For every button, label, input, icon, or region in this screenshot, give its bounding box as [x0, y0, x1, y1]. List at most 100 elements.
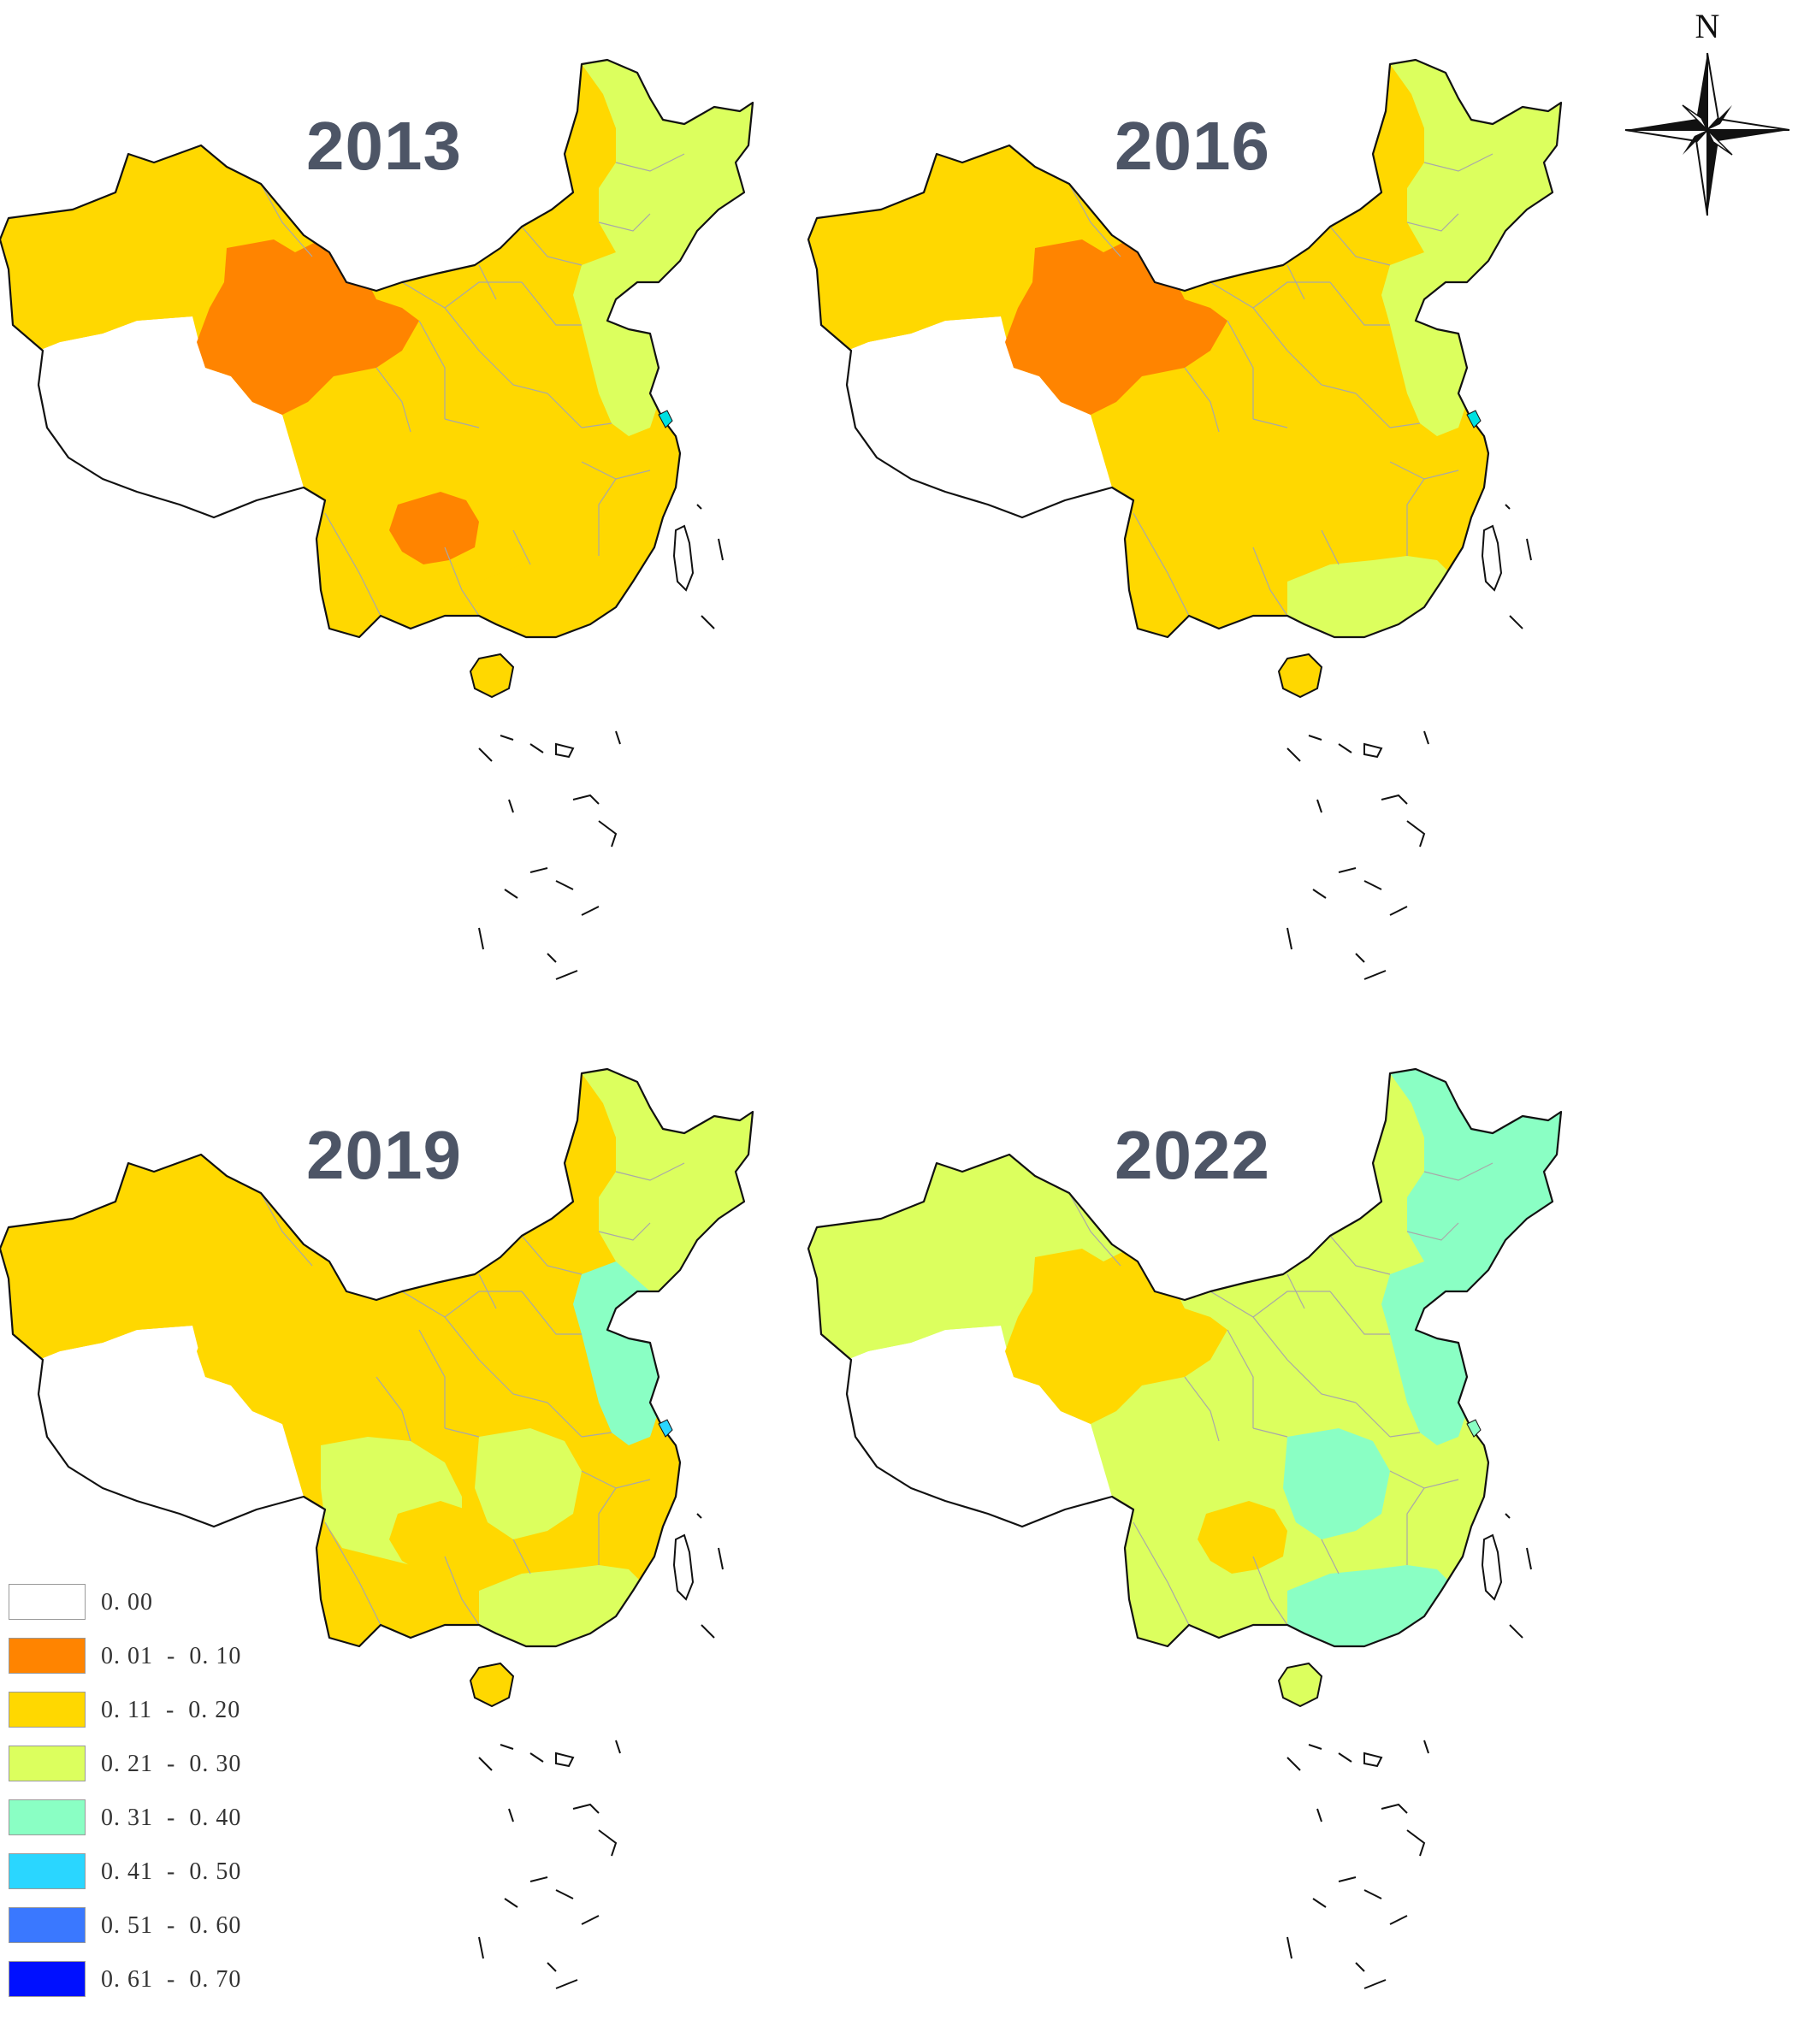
island-outline	[1509, 1624, 1523, 1639]
province-boundary	[1406, 1487, 1425, 1565]
region-northwest	[808, 145, 1121, 351]
province-boundary	[598, 1222, 651, 1241]
province-boundary	[324, 1521, 382, 1626]
china-map-2019	[0, 1067, 754, 1989]
island-outline	[1505, 1513, 1511, 1519]
province-boundary	[444, 1291, 522, 1318]
island-outline	[572, 794, 600, 805]
island-outline	[529, 867, 548, 873]
island-outline	[1286, 1936, 1292, 1959]
island-outline	[1286, 747, 1301, 762]
province-boundary	[1321, 1539, 1340, 1574]
province-boundary	[1133, 1521, 1190, 1626]
province-boundary	[598, 478, 617, 556]
island-outline	[1316, 1808, 1322, 1822]
legend-swatch	[9, 1584, 86, 1620]
province-boundary	[1252, 1427, 1288, 1438]
province-boundary	[1227, 1329, 1254, 1428]
island-outline	[1381, 1803, 1408, 1814]
province-boundary	[1406, 1222, 1459, 1241]
island-outline	[547, 953, 557, 963]
region-guizhou	[389, 492, 479, 564]
china-map-2016	[807, 58, 1563, 980]
legend-label: 0. 61 - 0. 70	[101, 1966, 242, 1993]
province-boundary	[444, 418, 480, 428]
year-title-2016: 2016	[1115, 108, 1270, 184]
island-outline	[555, 880, 574, 890]
china-map-2022	[807, 1067, 1563, 1989]
island-outline	[701, 1624, 715, 1639]
region-hainan	[1277, 1662, 1323, 1708]
map-panel-2016: 2016	[807, 26, 1664, 1035]
province-boundary	[1329, 1291, 1390, 1335]
province-boundary	[367, 222, 403, 283]
legend-swatch	[9, 1746, 86, 1781]
region-central	[1283, 419, 1390, 530]
island-outline	[504, 889, 518, 899]
region-shanghai	[1466, 1419, 1482, 1438]
province-boundary	[598, 1487, 617, 1565]
island-outline	[1381, 794, 1408, 805]
province-boundary	[1252, 546, 1288, 617]
legend-label: 0. 51 - 0. 60	[101, 1912, 242, 1939]
province-boundary	[1321, 529, 1340, 565]
province-boundary	[1068, 1192, 1121, 1267]
island-outline	[581, 906, 600, 916]
island-outline	[555, 742, 575, 759]
region-northeast	[582, 60, 753, 282]
island-outline	[1308, 735, 1322, 741]
region-shanghai	[658, 1419, 673, 1438]
island-outline	[478, 927, 484, 950]
region-guizhou	[389, 1501, 479, 1574]
island-outline	[1355, 1962, 1365, 1972]
region-northwest	[808, 1155, 1121, 1360]
island-outline	[1423, 730, 1429, 745]
map-panel-2019: 2019	[0, 1035, 855, 2044]
island-outline	[1363, 1752, 1383, 1768]
island-outline	[718, 538, 724, 561]
island-outline	[1338, 867, 1357, 873]
province-boundary	[1355, 393, 1391, 428]
map-panel-2022: 2022	[807, 1035, 1664, 2044]
province-boundary	[521, 1291, 582, 1335]
island-outline	[1526, 538, 1532, 561]
province-boundary	[478, 264, 497, 300]
island-outline	[555, 1979, 578, 1989]
island-outline	[1389, 1915, 1408, 1925]
province-boundary	[598, 213, 651, 232]
island-outline	[1363, 742, 1383, 759]
province-boundary	[478, 350, 548, 394]
province-boundary	[1389, 1432, 1421, 1438]
legend-swatch	[9, 1961, 86, 1997]
national-border	[0, 1067, 754, 1648]
province-boundary	[260, 183, 313, 257]
island-outline	[478, 747, 493, 762]
province-boundary	[512, 529, 531, 565]
island-outline	[1286, 1757, 1301, 1771]
island-outline	[529, 1752, 544, 1763]
province-boundary	[1252, 418, 1288, 428]
island-outline	[1526, 1547, 1532, 1570]
province-boundary	[615, 153, 685, 172]
province-boundary	[1355, 1402, 1391, 1438]
region-central	[475, 419, 582, 530]
island-outline	[1406, 1829, 1426, 1857]
island-outline	[1509, 615, 1523, 629]
region-hainan	[469, 1662, 515, 1708]
island-outline	[1286, 927, 1292, 950]
island-outline	[572, 1803, 600, 1814]
province-boundary	[1252, 1556, 1288, 1626]
region-guizhou	[1198, 492, 1287, 564]
region-central	[1283, 1428, 1390, 1539]
year-title-2019: 2019	[306, 1117, 462, 1193]
region-central	[475, 1428, 582, 1539]
island-outline	[555, 970, 578, 980]
province-boundary	[444, 281, 522, 309]
legend-label: 0. 21 - 0. 30	[101, 1751, 242, 1777]
island-outline	[598, 1829, 618, 1857]
province-boundary	[478, 1359, 548, 1403]
island-outline	[500, 735, 514, 741]
island-outline	[1338, 743, 1352, 753]
province-boundary	[1329, 281, 1390, 326]
island-outline	[1481, 1533, 1503, 1601]
